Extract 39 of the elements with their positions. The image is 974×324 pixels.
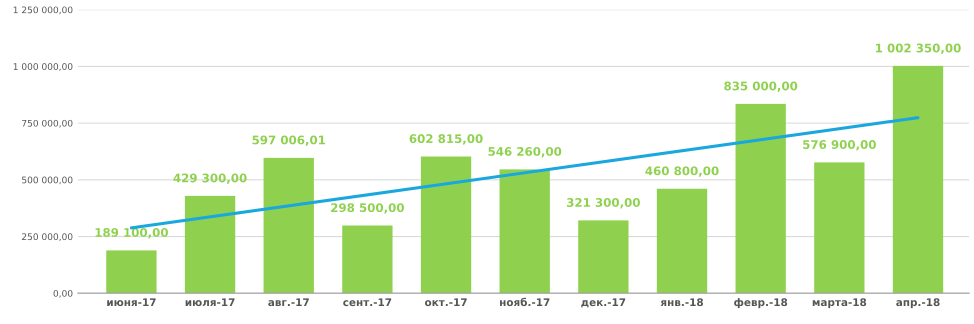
bar xyxy=(184,196,236,294)
data-label: 321 300,00 xyxy=(567,198,640,208)
x-tick-label: дек.-17 xyxy=(581,298,626,308)
data-label: 460 800,00 xyxy=(645,166,719,177)
data-label: 597 006,01 xyxy=(252,135,326,146)
bar xyxy=(420,156,472,294)
data-label: 602 815,00 xyxy=(410,134,483,145)
x-tick-label: янв.-18 xyxy=(660,298,704,306)
y-tick-label: 1 250 000,00 xyxy=(14,6,72,14)
data-label: 1 002 350,00 xyxy=(876,44,961,54)
data-label: 835 000,00 xyxy=(724,82,798,92)
bar xyxy=(106,250,157,294)
bar xyxy=(578,220,629,294)
bar xyxy=(264,158,314,294)
x-tick-label: февр.-18 xyxy=(734,298,788,308)
x-tick-label: июля-17 xyxy=(186,298,235,306)
data-label: 429 300,00 xyxy=(173,174,247,184)
x-tick-label: окт.-17 xyxy=(424,298,467,306)
y-tick-label: 1 000 000,00 xyxy=(14,63,72,71)
x-tick-label: марта-18 xyxy=(812,298,866,308)
y-tick-label: 0,00 xyxy=(54,290,72,298)
bar xyxy=(656,188,708,294)
bar xyxy=(500,169,550,294)
y-tick-label: 250 000,00 xyxy=(22,233,72,241)
x-tick-label: апр.-18 xyxy=(896,298,940,308)
bar xyxy=(892,66,944,294)
x-tick-label: нояб.-17 xyxy=(500,298,550,306)
bar xyxy=(736,104,786,294)
x-tick-label: июня-17 xyxy=(107,298,156,306)
y-tick-label: 750 000,00 xyxy=(22,120,72,128)
data-label: 298 500,00 xyxy=(331,203,404,214)
data-label: 189 100,00 xyxy=(96,228,168,238)
y-tick-label: 500 000,00 xyxy=(22,176,72,184)
x-tick-label: сент.-17 xyxy=(343,298,392,306)
data-label: 546 260,00 xyxy=(488,147,562,158)
bar xyxy=(814,162,865,294)
x-tick-label: авг.-17 xyxy=(268,298,309,306)
bar xyxy=(342,226,393,294)
data-label: 576 900,00 xyxy=(803,140,876,150)
